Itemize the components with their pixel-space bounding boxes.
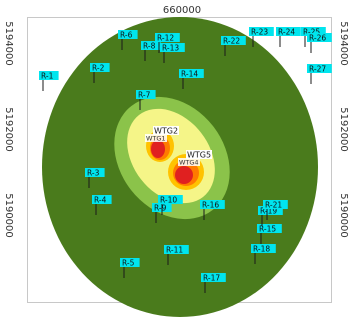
turbine-label: WTG2: [154, 127, 178, 136]
receptor-label-box: [158, 195, 183, 204]
receptor-label-box: [120, 258, 140, 267]
receptor-marker: R-5: [120, 258, 140, 278]
receptor-marker: R-23: [249, 27, 274, 47]
receptor-marker: R-17: [201, 273, 226, 293]
receptor-label-box: [164, 245, 189, 254]
receptor-marker: R-19: [258, 206, 283, 226]
receptor-label: R-26: [309, 34, 326, 43]
receptor-label-box: [276, 27, 301, 36]
receptor-marker: R-25: [301, 27, 326, 47]
receptor-label-box: [307, 64, 332, 73]
receptor-label-box: [160, 43, 185, 52]
contour-layer: [42, 17, 318, 317]
receptor-label: R-24: [278, 28, 295, 37]
receptor-label: R-3: [87, 169, 100, 178]
receptor-label: R-13: [162, 44, 179, 53]
receptor-label: R-12: [157, 34, 174, 43]
receptor-marker: R-8: [141, 41, 161, 61]
receptor-marker: R-27: [307, 64, 332, 84]
receptor-marker: R-18: [251, 244, 276, 264]
receptor-label-box: [249, 27, 274, 36]
receptor-label: R-6: [120, 31, 133, 40]
receptor-label: R-11: [166, 246, 183, 255]
receptor-label-box: [307, 33, 332, 42]
receptor-label: R-2: [92, 64, 105, 73]
receptor-label: R-27: [309, 65, 326, 74]
receptor-label: R-7: [138, 91, 151, 100]
receptor-label-box: [92, 195, 112, 204]
contour-level-6-b: [175, 166, 193, 184]
receptor-marker: R-12: [155, 33, 180, 53]
receptor-label: R-22: [223, 37, 240, 46]
receptor-marker: R-14: [179, 69, 204, 89]
receptor-marker: R-24: [276, 27, 301, 47]
receptor-label: R-1: [41, 72, 54, 81]
turbine-label: WTG5: [187, 151, 211, 160]
receptor-label: R-9: [154, 204, 167, 213]
receptor-label: R-15: [259, 225, 276, 234]
receptor-label: R-16: [202, 201, 219, 210]
receptor-label-box: [141, 41, 161, 50]
receptor-label-box: [179, 69, 204, 78]
receptor-label-box: [251, 244, 276, 253]
receptor-marker: R-1: [39, 71, 59, 91]
receptor-label-box: [136, 90, 156, 99]
receptor-label-box: [257, 224, 282, 233]
receptor-label: R-21: [265, 201, 282, 210]
receptor-label: R-25: [303, 28, 320, 37]
receptor-label: R-18: [253, 245, 270, 254]
receptor-marker: R-6: [118, 30, 138, 50]
receptor-label: R-17: [203, 274, 220, 283]
receptor-marker: R-11: [164, 245, 189, 265]
receptor-label-box: [200, 200, 225, 209]
receptor-label: R-14: [181, 70, 198, 79]
receptor-marker: R-22: [221, 36, 246, 56]
receptor-label-box: [85, 168, 105, 177]
receptor-marker: R-16: [200, 200, 225, 220]
receptor-label-box: [39, 71, 59, 80]
receptor-label-box: [155, 33, 180, 42]
receptor-marker: R-13: [160, 43, 185, 63]
receptor-marker: R-2: [90, 63, 110, 83]
receptor-marker: R-15: [257, 224, 282, 244]
receptor-label-box: [201, 273, 226, 282]
receptor-marker: R-4: [92, 195, 112, 215]
receptor-label-box: [90, 63, 110, 72]
receptor-marker: R-7: [136, 90, 156, 110]
x-axis-tick-label: 660000: [162, 5, 202, 16]
receptor-label-box: [221, 36, 246, 45]
receptor-marker: R-3: [85, 168, 105, 188]
receptor-label-box: [118, 30, 138, 39]
receptor-label: R-23: [251, 28, 268, 37]
receptor-label-box: [301, 27, 326, 36]
receptor-label-box: [258, 206, 283, 215]
receptor-label-box: [263, 200, 288, 209]
receptor-marker: R-10: [158, 195, 183, 215]
turbine-sub-label: WTG4: [179, 159, 199, 167]
receptor-label: R-5: [122, 259, 135, 268]
receptor-layer: R-1R-2R-3R-4R-5R-6R-7R-8R-9R-10R-11R-12R…: [39, 27, 332, 293]
receptor-marker: R-21: [263, 200, 288, 220]
receptor-label: R-8: [143, 42, 156, 51]
receptor-label: R-10: [160, 196, 177, 205]
receptor-label: R-19: [260, 207, 277, 216]
turbine-sub-label: WTG1: [146, 135, 166, 143]
receptor-label: R-4: [94, 196, 107, 205]
receptor-marker: R-26: [307, 33, 332, 53]
contour-level-6-a: [151, 140, 165, 158]
